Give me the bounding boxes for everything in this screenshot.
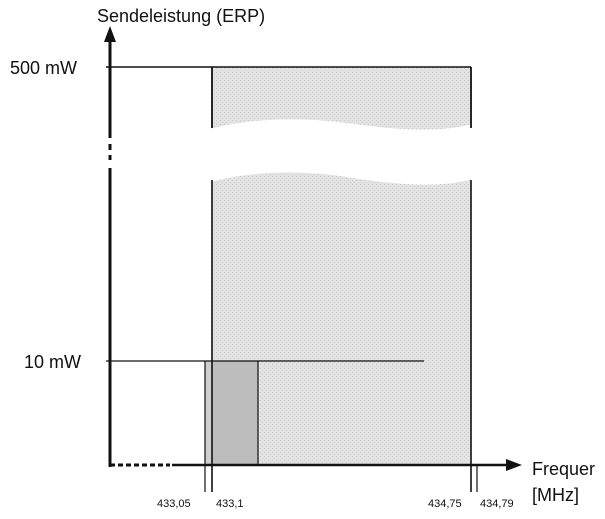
y-axis-arrow-icon: [104, 26, 116, 42]
x-tick-label-433-05: 433,05: [157, 498, 191, 510]
wide-band-break-top-fill: [212, 120, 471, 146]
x-axis-title-line2: [MHz]: [532, 485, 579, 505]
wide-band-upper-fill: [212, 67, 471, 130]
y-tick-label-500mw: 500 mW: [10, 58, 77, 78]
narrow-band-strip: [205, 361, 212, 465]
x-tick-label-434-75: 434,75: [428, 498, 462, 510]
narrow-band-region: [212, 361, 258, 465]
x-axis-title-line1: Frequer: [532, 459, 595, 479]
y-tick-label-10mw: 10 mW: [24, 352, 81, 372]
x-tick-label-434-79: 434,79: [480, 498, 514, 510]
break-curve-lower: [211, 169, 472, 185]
x-tick-label-433-1: 433,1: [216, 498, 244, 510]
wide-band-region: [211, 67, 472, 465]
wide-band-lower-fill: [212, 171, 471, 465]
y-axis: [104, 26, 116, 467]
break-curve-upper: [211, 119, 472, 133]
y-axis-title: Sendeleistung (ERP): [97, 6, 265, 26]
x-axis: [110, 459, 522, 471]
x-axis-arrow-icon: [506, 459, 522, 471]
